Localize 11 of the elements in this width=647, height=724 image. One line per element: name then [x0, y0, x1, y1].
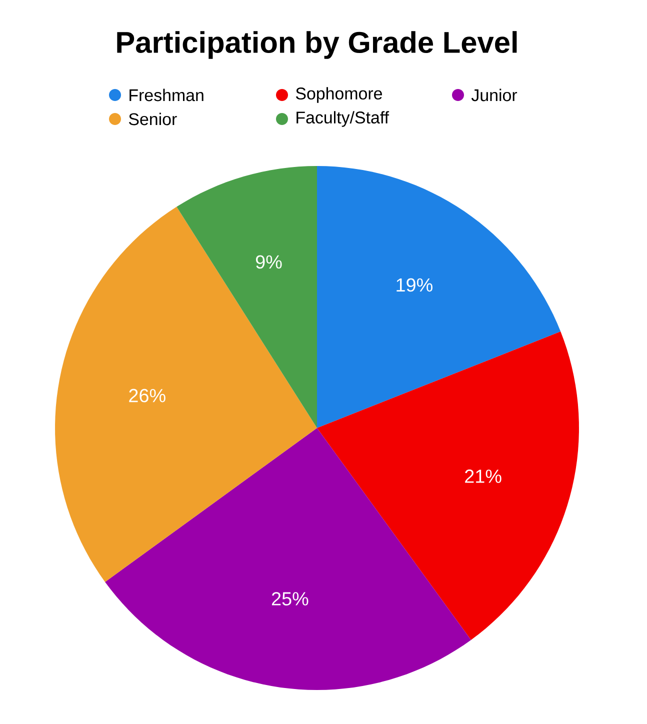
legend-label: Freshman	[130, 88, 204, 102]
data-label: 19%	[396, 278, 432, 292]
data-label: 26%	[129, 388, 166, 402]
chart-title: Participation by Grade Level	[117, 31, 517, 59]
legend-label: Faculty/Staff	[296, 111, 390, 127]
legend-label: Junior	[471, 88, 518, 102]
data-label: 9%	[256, 255, 282, 269]
legend-label: Sophomore	[296, 87, 382, 103]
data-label: 25%	[272, 592, 308, 606]
legend-label: Senior	[128, 112, 177, 126]
data-label: 21%	[465, 470, 502, 483]
